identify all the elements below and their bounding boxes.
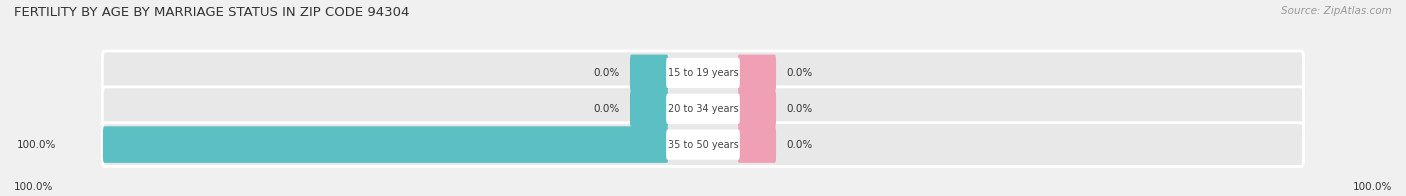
Text: 0.0%: 0.0% [593, 68, 619, 78]
FancyBboxPatch shape [666, 94, 740, 124]
Text: 100.0%: 100.0% [14, 182, 53, 192]
Text: 0.0%: 0.0% [593, 104, 619, 114]
FancyBboxPatch shape [630, 90, 668, 127]
Text: 0.0%: 0.0% [787, 68, 813, 78]
FancyBboxPatch shape [738, 54, 776, 91]
Text: Source: ZipAtlas.com: Source: ZipAtlas.com [1281, 6, 1392, 16]
FancyBboxPatch shape [666, 130, 740, 160]
Text: 0.0%: 0.0% [787, 104, 813, 114]
FancyBboxPatch shape [103, 126, 668, 163]
FancyBboxPatch shape [103, 51, 1303, 95]
FancyBboxPatch shape [738, 126, 776, 163]
Text: 0.0%: 0.0% [787, 140, 813, 150]
FancyBboxPatch shape [666, 58, 740, 88]
Text: 35 to 50 years: 35 to 50 years [668, 140, 738, 150]
FancyBboxPatch shape [103, 87, 1303, 131]
FancyBboxPatch shape [738, 90, 776, 127]
Text: 20 to 34 years: 20 to 34 years [668, 104, 738, 114]
Text: 15 to 19 years: 15 to 19 years [668, 68, 738, 78]
Text: 100.0%: 100.0% [1353, 182, 1392, 192]
FancyBboxPatch shape [103, 123, 1303, 166]
Text: 100.0%: 100.0% [17, 140, 56, 150]
FancyBboxPatch shape [630, 54, 668, 91]
Text: FERTILITY BY AGE BY MARRIAGE STATUS IN ZIP CODE 94304: FERTILITY BY AGE BY MARRIAGE STATUS IN Z… [14, 6, 409, 19]
